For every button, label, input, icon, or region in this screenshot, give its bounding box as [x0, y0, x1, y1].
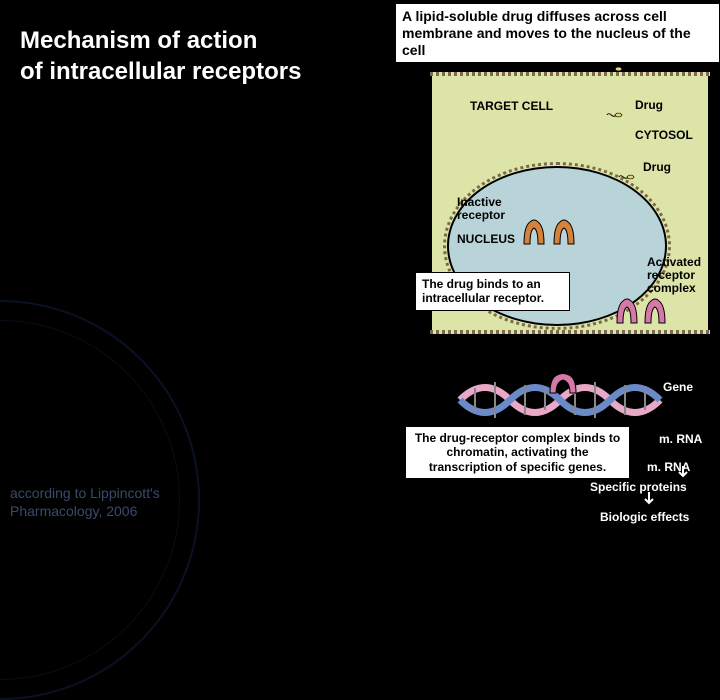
drug-icon-3: [617, 172, 635, 182]
label-drug-nucleus: Drug: [643, 160, 671, 174]
diagram: A lipid-soluble drug diffuses across cel…: [395, 0, 720, 540]
title-panel: Mechanism of action of intracellular rec…: [20, 25, 360, 87]
label-inactive-receptor: Inactivereceptor: [457, 196, 505, 221]
label-drug-cytosol: Drug: [635, 98, 663, 112]
caption-transcription: The drug-receptor complex binds to chrom…: [405, 426, 630, 479]
caption-binding: The drug binds to an intracellular recep…: [415, 272, 570, 311]
flow-arrow-1: [643, 492, 655, 508]
label-nucleus: NUCLEUS: [457, 232, 515, 246]
attribution-line-2: Pharmacology, 2006: [10, 503, 137, 519]
attribution-line-1: according to Lippincott's: [10, 485, 160, 501]
inactive-receptor-icon: [520, 216, 548, 246]
activated-receptor-icon: [613, 295, 641, 325]
cell-membrane-top: [430, 72, 710, 76]
inactive-receptor-icon-2: [550, 216, 578, 246]
title-line-2: of intracellular receptors: [20, 58, 301, 85]
label-gene: Gene: [663, 380, 693, 394]
label-mrna-1: m. RNA: [659, 432, 702, 446]
caption-diffusion: A lipid-soluble drug diffuses across cel…: [395, 3, 720, 63]
flow-arrow-0: [677, 466, 689, 480]
page-title: Mechanism of action of intracellular rec…: [20, 25, 360, 87]
drug-icon-2: [605, 110, 623, 120]
cell-membrane-bottom: [430, 330, 710, 334]
label-cytosol: CYTOSOL: [635, 128, 693, 142]
dna-helix: [455, 370, 675, 430]
activated-receptor-icon-2: [641, 295, 669, 325]
attribution: according to Lippincott's Pharmacology, …: [10, 484, 160, 520]
label-target-cell: TARGET CELL: [470, 100, 553, 113]
label-activated-complex: Activatedreceptorcomplex: [647, 256, 717, 296]
label-specific-proteins: Specific proteins: [590, 480, 687, 494]
drug-icon-1: [605, 64, 623, 74]
title-line-1: Mechanism of action: [20, 27, 257, 54]
label-biologic-effects: Biologic effects: [600, 510, 689, 524]
